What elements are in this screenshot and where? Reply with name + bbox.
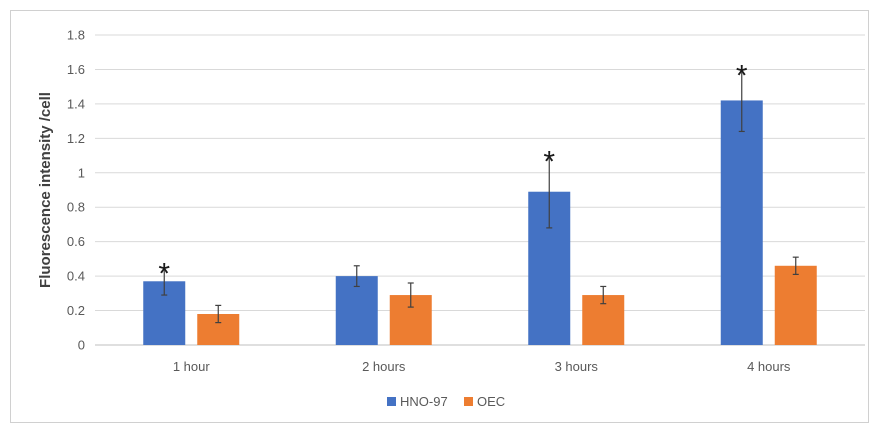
bar (720, 100, 763, 345)
bar (774, 265, 817, 345)
y-tick-label: 1.4 (67, 96, 85, 111)
legend: HNO-97 OEC (387, 394, 505, 409)
y-tick-label: 0.2 (67, 303, 85, 318)
significance-markers: * * * (158, 59, 748, 290)
x-tick-label: 3 hours (555, 359, 599, 374)
y-axis-title: Fluorescence intensity /cell (37, 92, 54, 288)
legend-label: HNO-97 (400, 394, 448, 409)
x-tick-label: 4 hours (747, 359, 791, 374)
significance-marker: * (543, 146, 555, 179)
y-tick-label: 0 (78, 338, 85, 353)
legend-label: OEC (477, 394, 505, 409)
y-tick-label: 1.2 (67, 131, 85, 146)
x-axis-tick-labels: 1 hour 2 hours 3 hours 4 hours (173, 359, 791, 374)
y-tick-label: 1.6 (67, 62, 85, 77)
significance-marker: * (158, 258, 170, 291)
y-axis-tick-labels: 0 0.2 0.4 0.6 0.8 1 1.2 1.4 1.6 1.8 (67, 28, 85, 353)
x-tick-label: 2 hours (362, 359, 406, 374)
significance-marker: * (736, 59, 748, 92)
y-tick-label: 0.4 (67, 269, 85, 284)
legend-swatch (464, 397, 473, 406)
legend-swatch (387, 397, 396, 406)
bar (335, 276, 378, 345)
y-tick-label: 1.8 (67, 28, 85, 43)
bars (143, 100, 817, 345)
y-tick-label: 0.8 (67, 200, 85, 215)
y-tick-label: 0.6 (67, 234, 85, 249)
error-bars (161, 68, 799, 324)
y-tick-label: 1 (78, 165, 85, 180)
x-tick-label: 1 hour (173, 359, 211, 374)
chart-border (10, 10, 869, 423)
